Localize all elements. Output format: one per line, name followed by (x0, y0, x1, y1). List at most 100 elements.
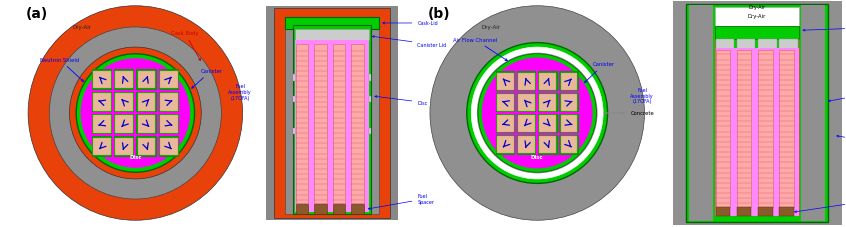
Text: (b): (b) (428, 7, 450, 21)
Bar (369, 96, 371, 103)
Text: Canister: Canister (192, 69, 222, 89)
Bar (540, 116, 556, 132)
Bar (114, 137, 135, 157)
Text: Disc: Disc (129, 154, 141, 159)
Bar (160, 71, 178, 89)
Text: Dry-Air: Dry-Air (73, 25, 92, 30)
Circle shape (28, 7, 243, 220)
Bar (351, 204, 364, 214)
Text: Air Flow
Channel: Air Flow Channel (828, 90, 846, 102)
Bar (779, 40, 798, 50)
Bar (538, 93, 558, 113)
Text: Concrete: Concrete (604, 111, 655, 116)
Bar (93, 138, 111, 156)
Text: (a): (a) (26, 7, 48, 21)
Bar (715, 49, 799, 216)
Bar (519, 137, 535, 153)
Text: Neutron Shield: Neutron Shield (40, 58, 84, 82)
Bar (559, 93, 579, 113)
Bar (538, 114, 558, 134)
Bar (715, 8, 799, 27)
Bar (285, 17, 379, 214)
Circle shape (76, 54, 195, 173)
Bar (369, 128, 371, 135)
Bar (689, 6, 713, 221)
Bar (114, 92, 135, 113)
Bar (136, 137, 157, 157)
Text: Dry-Air: Dry-Air (481, 25, 500, 30)
Bar (538, 136, 558, 155)
Text: Cask Body: Cask Body (171, 31, 201, 61)
Bar (115, 138, 133, 156)
Bar (91, 92, 113, 113)
Bar (517, 114, 536, 134)
Bar (158, 114, 179, 135)
Bar (274, 9, 390, 218)
Bar (801, 6, 825, 221)
Text: Canister: Canister (585, 62, 615, 83)
Bar (160, 138, 178, 156)
Bar (160, 116, 178, 133)
Bar (114, 114, 135, 135)
Bar (93, 71, 111, 89)
Bar (93, 94, 111, 111)
Bar (758, 40, 777, 50)
Text: Canister Lid: Canister Lid (372, 37, 447, 48)
Bar (540, 95, 556, 111)
Bar (295, 41, 369, 212)
Circle shape (80, 59, 190, 168)
Bar (559, 114, 579, 134)
Bar (561, 95, 578, 111)
Bar (91, 114, 113, 135)
Bar (716, 207, 730, 216)
Bar (315, 45, 327, 203)
Bar (351, 45, 364, 203)
Bar (540, 137, 556, 153)
Text: Disc: Disc (375, 96, 427, 105)
Bar (496, 114, 515, 134)
Bar (561, 116, 578, 132)
Bar (332, 45, 345, 203)
Text: Fuel
Assembly
(17OFA): Fuel Assembly (17OFA) (228, 84, 252, 100)
Bar (285, 17, 379, 30)
Circle shape (477, 53, 597, 174)
Bar (559, 72, 579, 91)
Bar (296, 204, 309, 214)
Bar (758, 51, 772, 207)
Bar (497, 116, 514, 132)
Bar (158, 92, 179, 113)
Bar (138, 116, 156, 133)
Bar (91, 137, 113, 157)
Bar (136, 92, 157, 113)
Bar (136, 70, 157, 90)
Bar (497, 95, 514, 111)
Bar (293, 128, 295, 135)
Text: Canister: Canister (803, 27, 846, 32)
Bar (519, 116, 535, 132)
Bar (369, 75, 371, 81)
Circle shape (49, 28, 222, 199)
Bar (538, 72, 558, 91)
Bar (540, 74, 556, 90)
Text: Fuel
Assembly
(17OFA): Fuel Assembly (17OFA) (630, 87, 654, 104)
Bar (332, 204, 345, 214)
Bar (158, 137, 179, 157)
Bar (138, 71, 156, 89)
Circle shape (467, 43, 607, 184)
Bar (136, 114, 157, 135)
Bar (758, 207, 772, 216)
Bar (295, 30, 369, 41)
Circle shape (430, 7, 645, 220)
Bar (115, 71, 133, 89)
Bar (517, 136, 536, 155)
Bar (293, 75, 295, 81)
Bar (91, 70, 113, 90)
Bar (114, 70, 135, 90)
Bar (315, 204, 327, 214)
Bar (737, 207, 751, 216)
Bar (138, 138, 156, 156)
Circle shape (478, 54, 596, 173)
Bar (779, 51, 794, 207)
Bar (497, 137, 514, 153)
Text: Fuel
Spacer: Fuel Spacer (368, 193, 434, 210)
